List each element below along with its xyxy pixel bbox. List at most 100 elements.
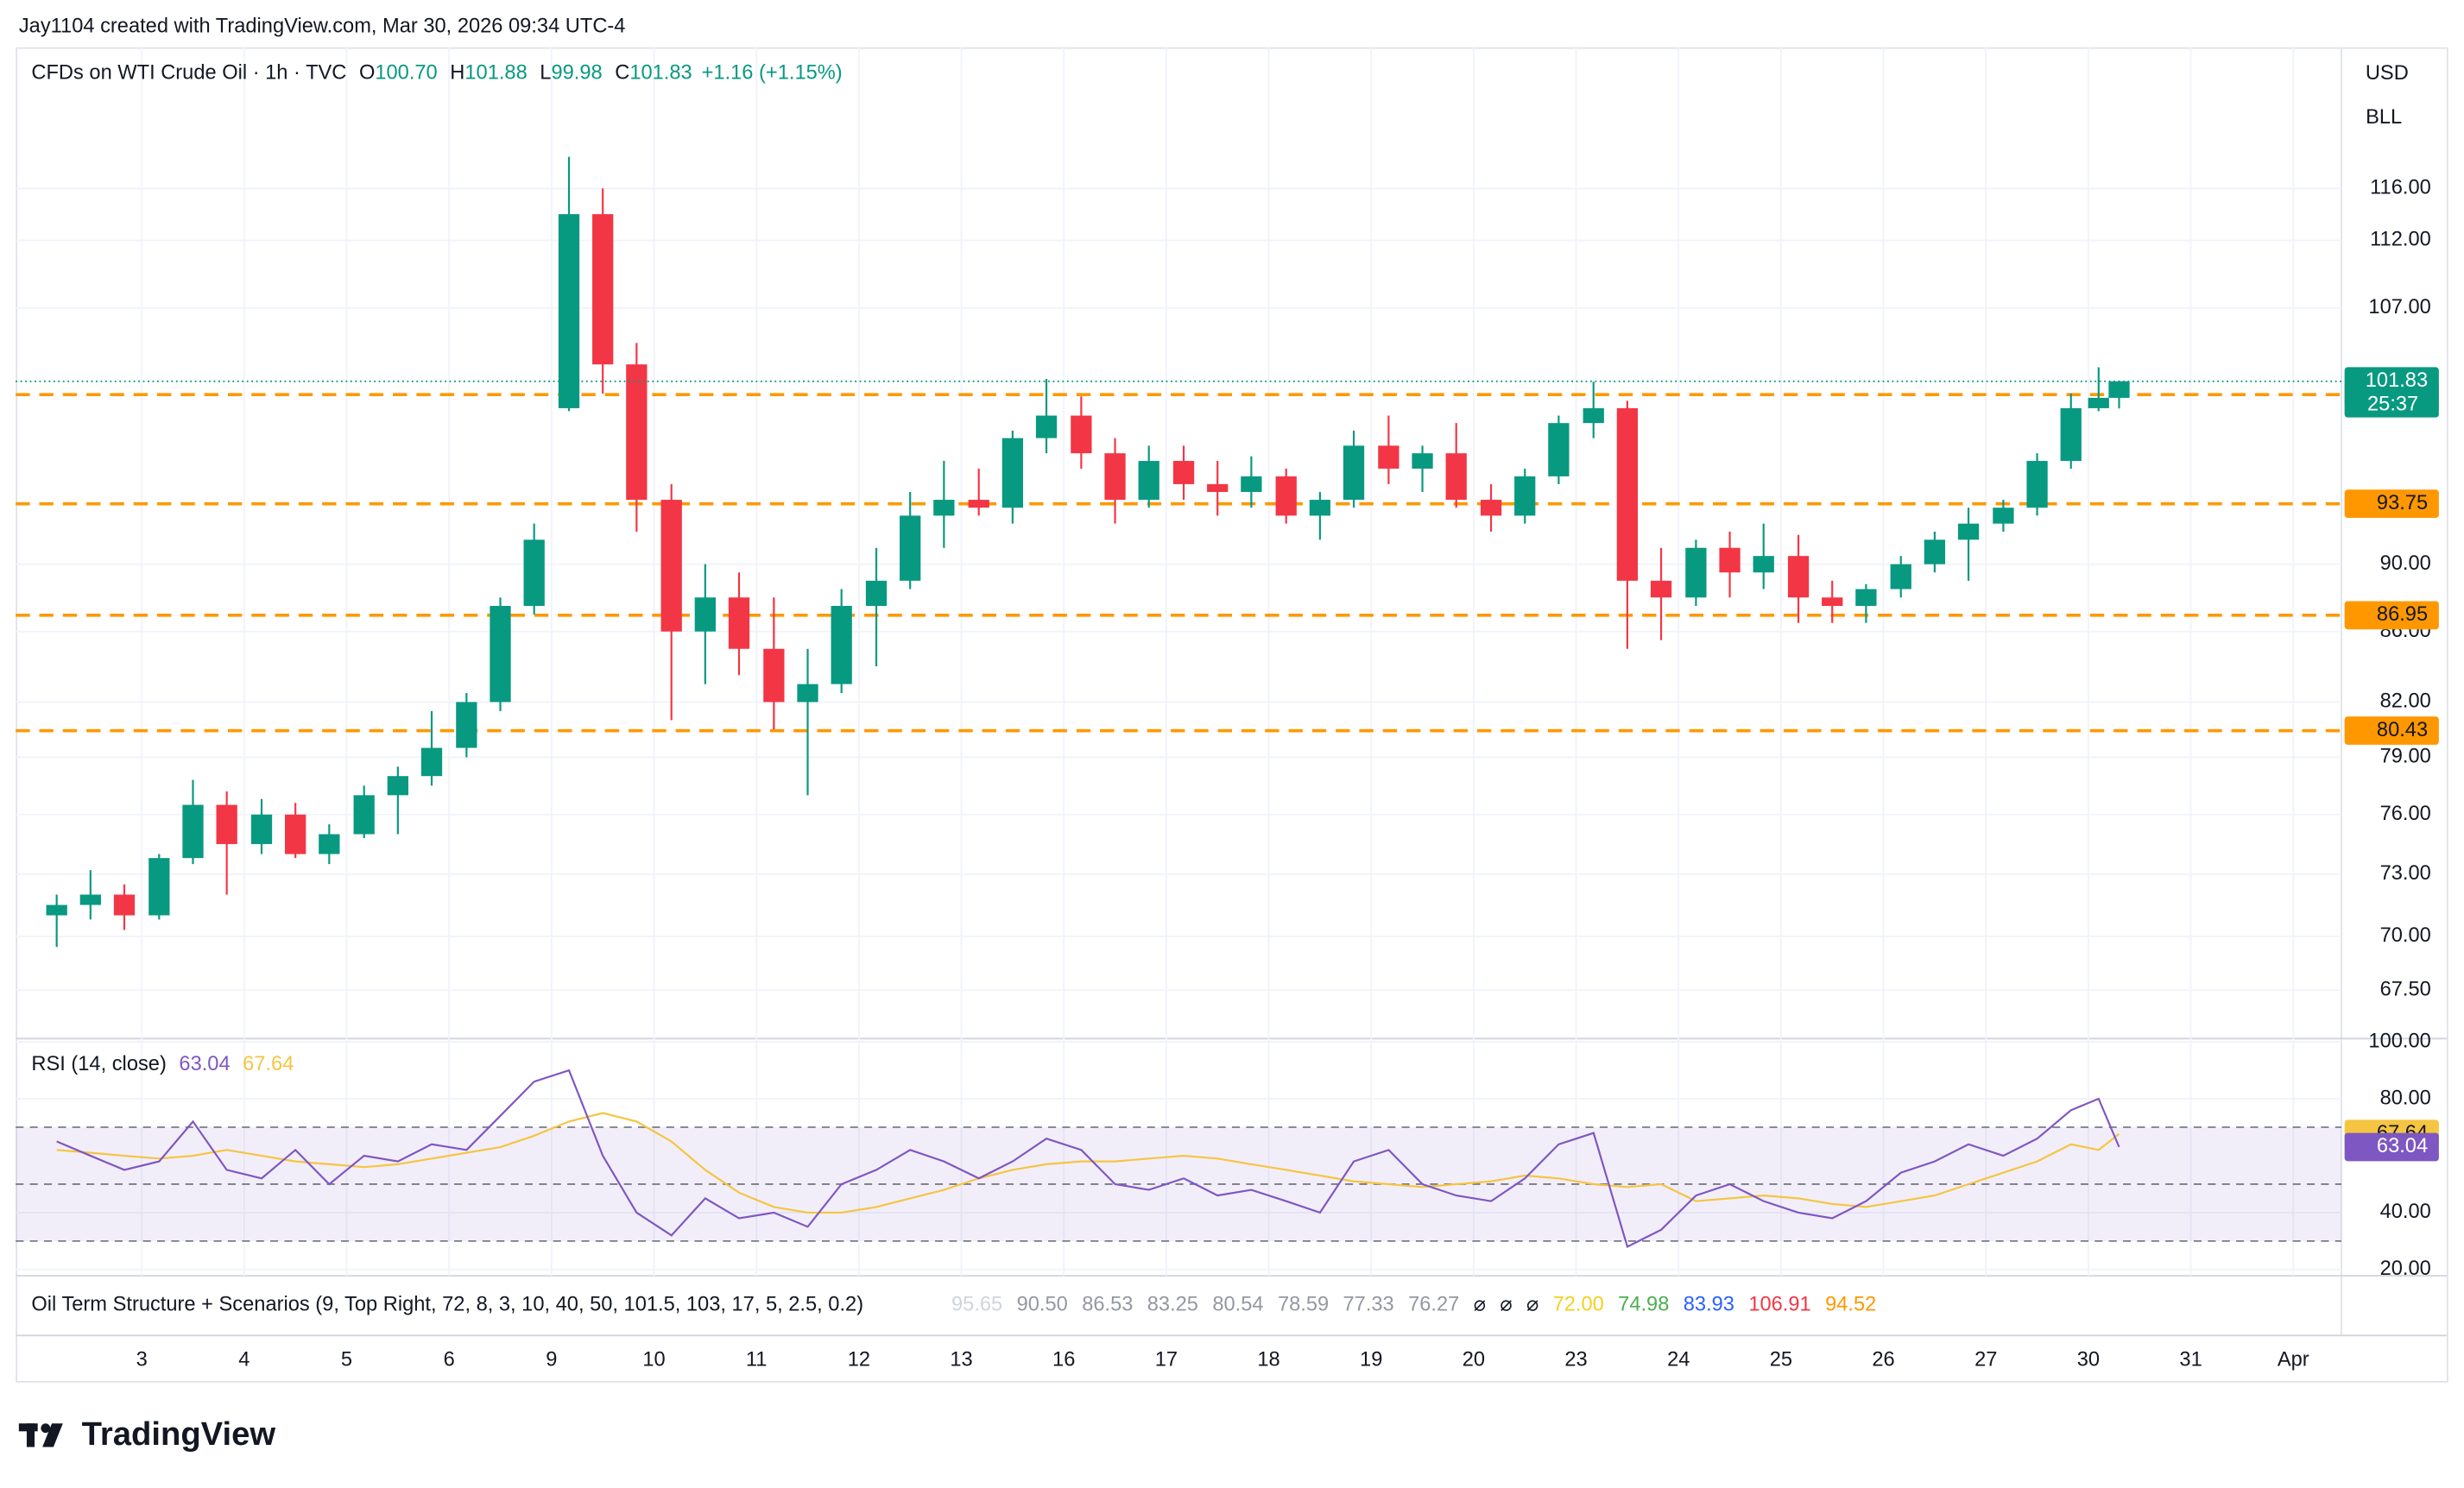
candle-body — [79, 894, 101, 905]
level-label: 86.95 — [2377, 603, 2428, 626]
change: +1.16 (+1.15%) — [702, 62, 843, 85]
y-tick-label: 107.00 — [2368, 296, 2430, 318]
candle-body — [1275, 476, 1297, 516]
candle-body — [933, 500, 955, 516]
indicator-value: 83.25 — [1147, 1294, 1198, 1316]
level-label-box — [2344, 601, 2439, 630]
x-tick-label: 4 — [238, 1349, 250, 1371]
level-label-box — [2344, 489, 2439, 519]
ohlc-label: O — [359, 62, 375, 85]
candle-body — [831, 606, 852, 684]
candle-body — [1412, 453, 1433, 469]
candle-body — [592, 214, 614, 365]
candle-body — [353, 795, 375, 835]
candle-body — [1172, 461, 1195, 484]
candle-body — [387, 776, 408, 796]
indicator-value: 95.65 — [951, 1294, 1002, 1316]
rsi-legend: RSI (14, close) 63.04 67.64 — [31, 1053, 294, 1075]
x-tick-label: 17 — [1155, 1349, 1178, 1371]
logo-icon — [26, 1423, 35, 1447]
candle-body — [900, 515, 921, 581]
indicator-value: 86.53 — [1082, 1294, 1133, 1316]
candle-body — [1890, 564, 1911, 590]
rsi-tick-label: 100.00 — [2368, 1030, 2430, 1052]
indicator-value: 90.50 — [1017, 1294, 1068, 1316]
candle-body — [1207, 483, 1229, 492]
ohlc-label: H — [450, 62, 464, 85]
x-tick-label: 30 — [2077, 1349, 2100, 1371]
x-tick-label: 20 — [1463, 1349, 1485, 1371]
rsi-value: 63.04 — [179, 1053, 230, 1075]
candle-body — [2026, 461, 2048, 508]
title: CFDs on WTI Crude Oil · 1h · TVC — [31, 62, 346, 85]
marks — [16, 156, 2342, 1249]
y-tick-label: 76.00 — [2380, 803, 2431, 825]
y-tick-label: 112.00 — [2370, 229, 2431, 251]
y-tick-label: 82.00 — [2380, 690, 2431, 713]
ohlc-value: 99.98 — [551, 62, 602, 85]
candle-body — [694, 597, 716, 632]
logo-icon — [41, 1423, 51, 1434]
candle-body — [490, 606, 511, 703]
candle-body — [1924, 539, 1946, 564]
candle-body — [660, 500, 682, 632]
frame — [16, 47, 2448, 1383]
x-tick-label: 25 — [1770, 1349, 1792, 1371]
candle-body — [1071, 415, 1092, 454]
candle-body — [1957, 523, 1980, 540]
y-tick-label: 79.00 — [2380, 746, 2431, 768]
candle-body — [285, 814, 306, 854]
candle-body — [113, 894, 136, 916]
credit: Jay1104 created with TradingView.com, Ma… — [19, 15, 626, 37]
candle-body — [1753, 556, 1774, 573]
candle-body — [1343, 445, 1365, 501]
candle-body — [1650, 580, 1672, 598]
x-tick-label: 26 — [1872, 1349, 1894, 1371]
candle-body — [456, 702, 477, 748]
candle-body — [1822, 597, 1843, 607]
x-tick-label: 12 — [848, 1349, 870, 1371]
candle-body — [2108, 381, 2130, 398]
candle-body — [1685, 547, 1707, 598]
x-tick-label: 6 — [444, 1349, 455, 1371]
candle-body — [2060, 407, 2082, 462]
rsi-ma-value: 67.64 — [243, 1053, 294, 1075]
candle-body — [319, 834, 340, 854]
x-tick-label: 18 — [1257, 1349, 1279, 1371]
candle-body — [1138, 461, 1159, 501]
x-tick-label: 19 — [1360, 1349, 1382, 1371]
candle-body — [728, 597, 750, 649]
y-tick-label: 70.00 — [2380, 924, 2431, 947]
rsi-tick-label: 40.00 — [2380, 1201, 2431, 1223]
candle-body — [2088, 397, 2109, 408]
ohlc-value: 101.83 — [629, 62, 692, 85]
indicator-value: 83.93 — [1684, 1294, 1734, 1316]
x-tick-label: 24 — [1667, 1349, 1690, 1371]
candle-body — [558, 214, 580, 408]
rsi-value-label: 63.04 — [2377, 1135, 2428, 1157]
logo-icon — [42, 1423, 63, 1447]
x-tick-label: 9 — [546, 1349, 557, 1371]
indicator-legend: Oil Term Structure + Scenarios (9, Top R… — [31, 1294, 1876, 1316]
last-price-box — [2344, 367, 2439, 418]
candle-body — [626, 364, 648, 501]
rsi-value-box — [2344, 1132, 2439, 1162]
ohlc-value: 101.88 — [464, 62, 527, 85]
candle-body — [1855, 589, 1877, 607]
labels: 3 4 5 6 9 10 11 12 13 16 17 18 19 20 23 24 25 26 27 30 31 Apr… — [136, 177, 2439, 1371]
x-tick-label: 31 — [2179, 1349, 2202, 1371]
rsi-tick-label: 80.00 — [2380, 1087, 2431, 1109]
ohlc-label: C — [615, 62, 629, 85]
indicator-value: 72.00 — [1553, 1294, 1604, 1316]
y-tick-label: 73.00 — [2380, 862, 2431, 885]
x-tick-label: Apr — [2278, 1349, 2309, 1371]
candle-body — [216, 804, 237, 844]
candle-body — [1035, 415, 1058, 438]
indicator-value: ⌀ — [1474, 1294, 1486, 1316]
currency: USD — [2366, 62, 2409, 85]
candle-body — [763, 648, 785, 703]
candle-body — [250, 814, 273, 844]
y-tick-label: 116.00 — [2370, 177, 2431, 199]
candle-body — [1104, 453, 1126, 501]
